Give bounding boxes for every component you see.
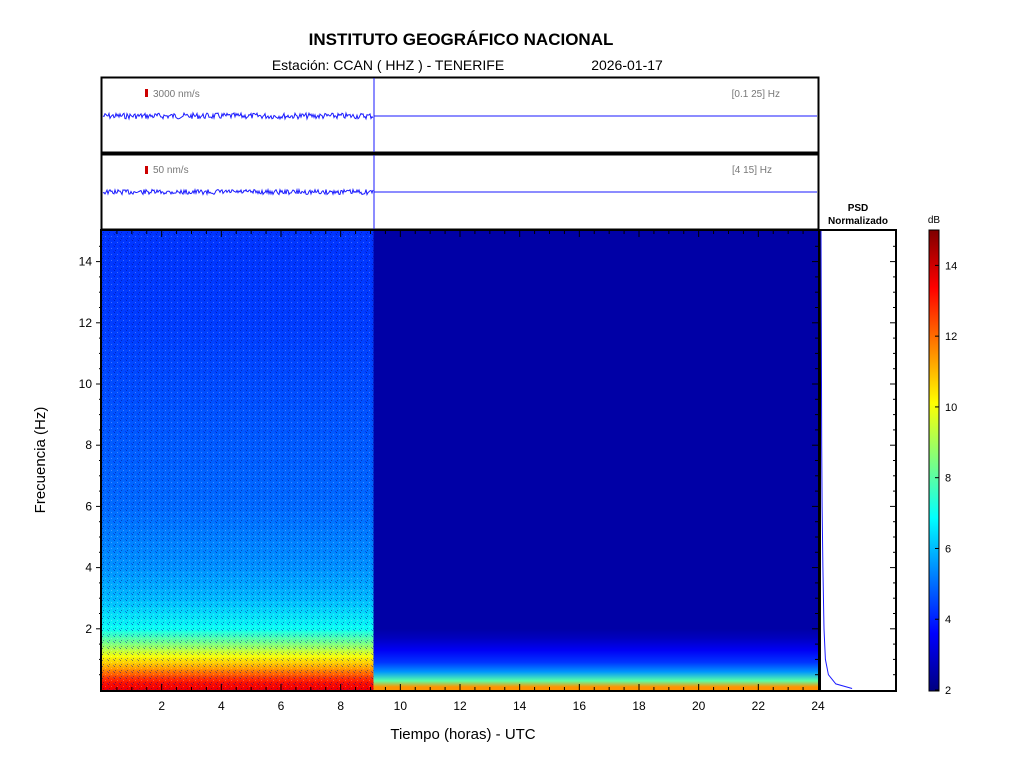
y-tick-label: 12 bbox=[79, 316, 93, 330]
colorbar-tick-label: 10 bbox=[945, 402, 957, 414]
y-tick-label: 4 bbox=[85, 561, 92, 575]
seismogram-1-frame bbox=[100, 76, 820, 154]
scale-bar-1 bbox=[145, 89, 148, 97]
date-label: 2026-01-17 bbox=[591, 57, 663, 73]
x-tick-label: 24 bbox=[811, 699, 825, 713]
psd-ticks bbox=[890, 245, 896, 676]
seismogram-panel-filtered: 50 nm/s [4 15] Hz bbox=[100, 153, 820, 231]
x-tick-label: 20 bbox=[692, 699, 706, 713]
colorbar-unit: dB bbox=[928, 215, 941, 226]
y-axis-label: Frecuencia (Hz) bbox=[32, 407, 49, 514]
x-tick-label: 22 bbox=[752, 699, 766, 713]
x-tick-label: 6 bbox=[278, 699, 285, 713]
x-tick-label: 2 bbox=[158, 699, 165, 713]
x-axis-ticks: 2 4 6 8 10 12 14 16 18 20 22 24 bbox=[116, 231, 825, 713]
band-label-1: [0.1 25] Hz bbox=[732, 89, 780, 100]
amplitude-label-2: 50 nm/s bbox=[153, 165, 189, 176]
scale-bar-2 bbox=[145, 166, 148, 174]
psd-subtitle: Normalizado bbox=[828, 216, 888, 227]
x-tick-label: 16 bbox=[573, 699, 587, 713]
y-axis-ticks: 2 4 6 8 10 12 14 bbox=[79, 245, 818, 676]
colorbar-tick-label: 12 bbox=[945, 331, 957, 343]
y-tick-label: 10 bbox=[79, 377, 93, 391]
psd-frame bbox=[819, 229, 897, 692]
seismogram-1-trace bbox=[102, 111, 374, 121]
band-label-2: [4 15] Hz bbox=[732, 165, 772, 176]
colorbar: dB 2 4 6 8 10 12 14 bbox=[928, 215, 957, 697]
colorbar-tick-label: 4 bbox=[945, 614, 951, 626]
colorbar-ticks: 2 4 6 8 10 12 14 bbox=[935, 260, 957, 697]
y-tick-label: 2 bbox=[85, 622, 92, 636]
colorbar-tick-label: 2 bbox=[945, 685, 951, 697]
seismogram-panel-broadband: 3000 nm/s [0.1 25] Hz bbox=[100, 76, 820, 154]
station-label: Estación: CCAN ( HHZ ) - TENERIFE bbox=[272, 57, 504, 73]
x-tick-label: 12 bbox=[453, 699, 467, 713]
x-axis-label: Tiempo (horas) - UTC bbox=[390, 726, 535, 743]
colorbar-tick-label: 8 bbox=[945, 473, 951, 485]
y-tick-label: 14 bbox=[79, 255, 93, 269]
x-tick-label: 18 bbox=[632, 699, 646, 713]
colorbar-tick-label: 14 bbox=[945, 260, 957, 272]
spectrogram-nodata-fill bbox=[373, 231, 818, 690]
psd-panel: PSD Normalizado bbox=[819, 203, 897, 692]
x-tick-label: 10 bbox=[394, 699, 408, 713]
colorbar-tick-label: 6 bbox=[945, 543, 951, 555]
y-tick-label: 8 bbox=[85, 438, 92, 452]
seismogram-2-trace bbox=[102, 187, 374, 197]
y-tick-label: 6 bbox=[85, 499, 92, 513]
x-tick-label: 4 bbox=[218, 699, 225, 713]
psd-title: PSD bbox=[848, 203, 869, 214]
x-tick-label: 8 bbox=[337, 699, 344, 713]
spectrogram-noise-texture bbox=[102, 231, 374, 690]
psd-curve bbox=[820, 230, 853, 689]
figure-title: INSTITUTO GEOGRÁFICO NACIONAL bbox=[309, 30, 614, 49]
amplitude-label-1: 3000 nm/s bbox=[153, 89, 200, 100]
colorbar-bar bbox=[928, 229, 940, 692]
x-tick-label: 14 bbox=[513, 699, 527, 713]
